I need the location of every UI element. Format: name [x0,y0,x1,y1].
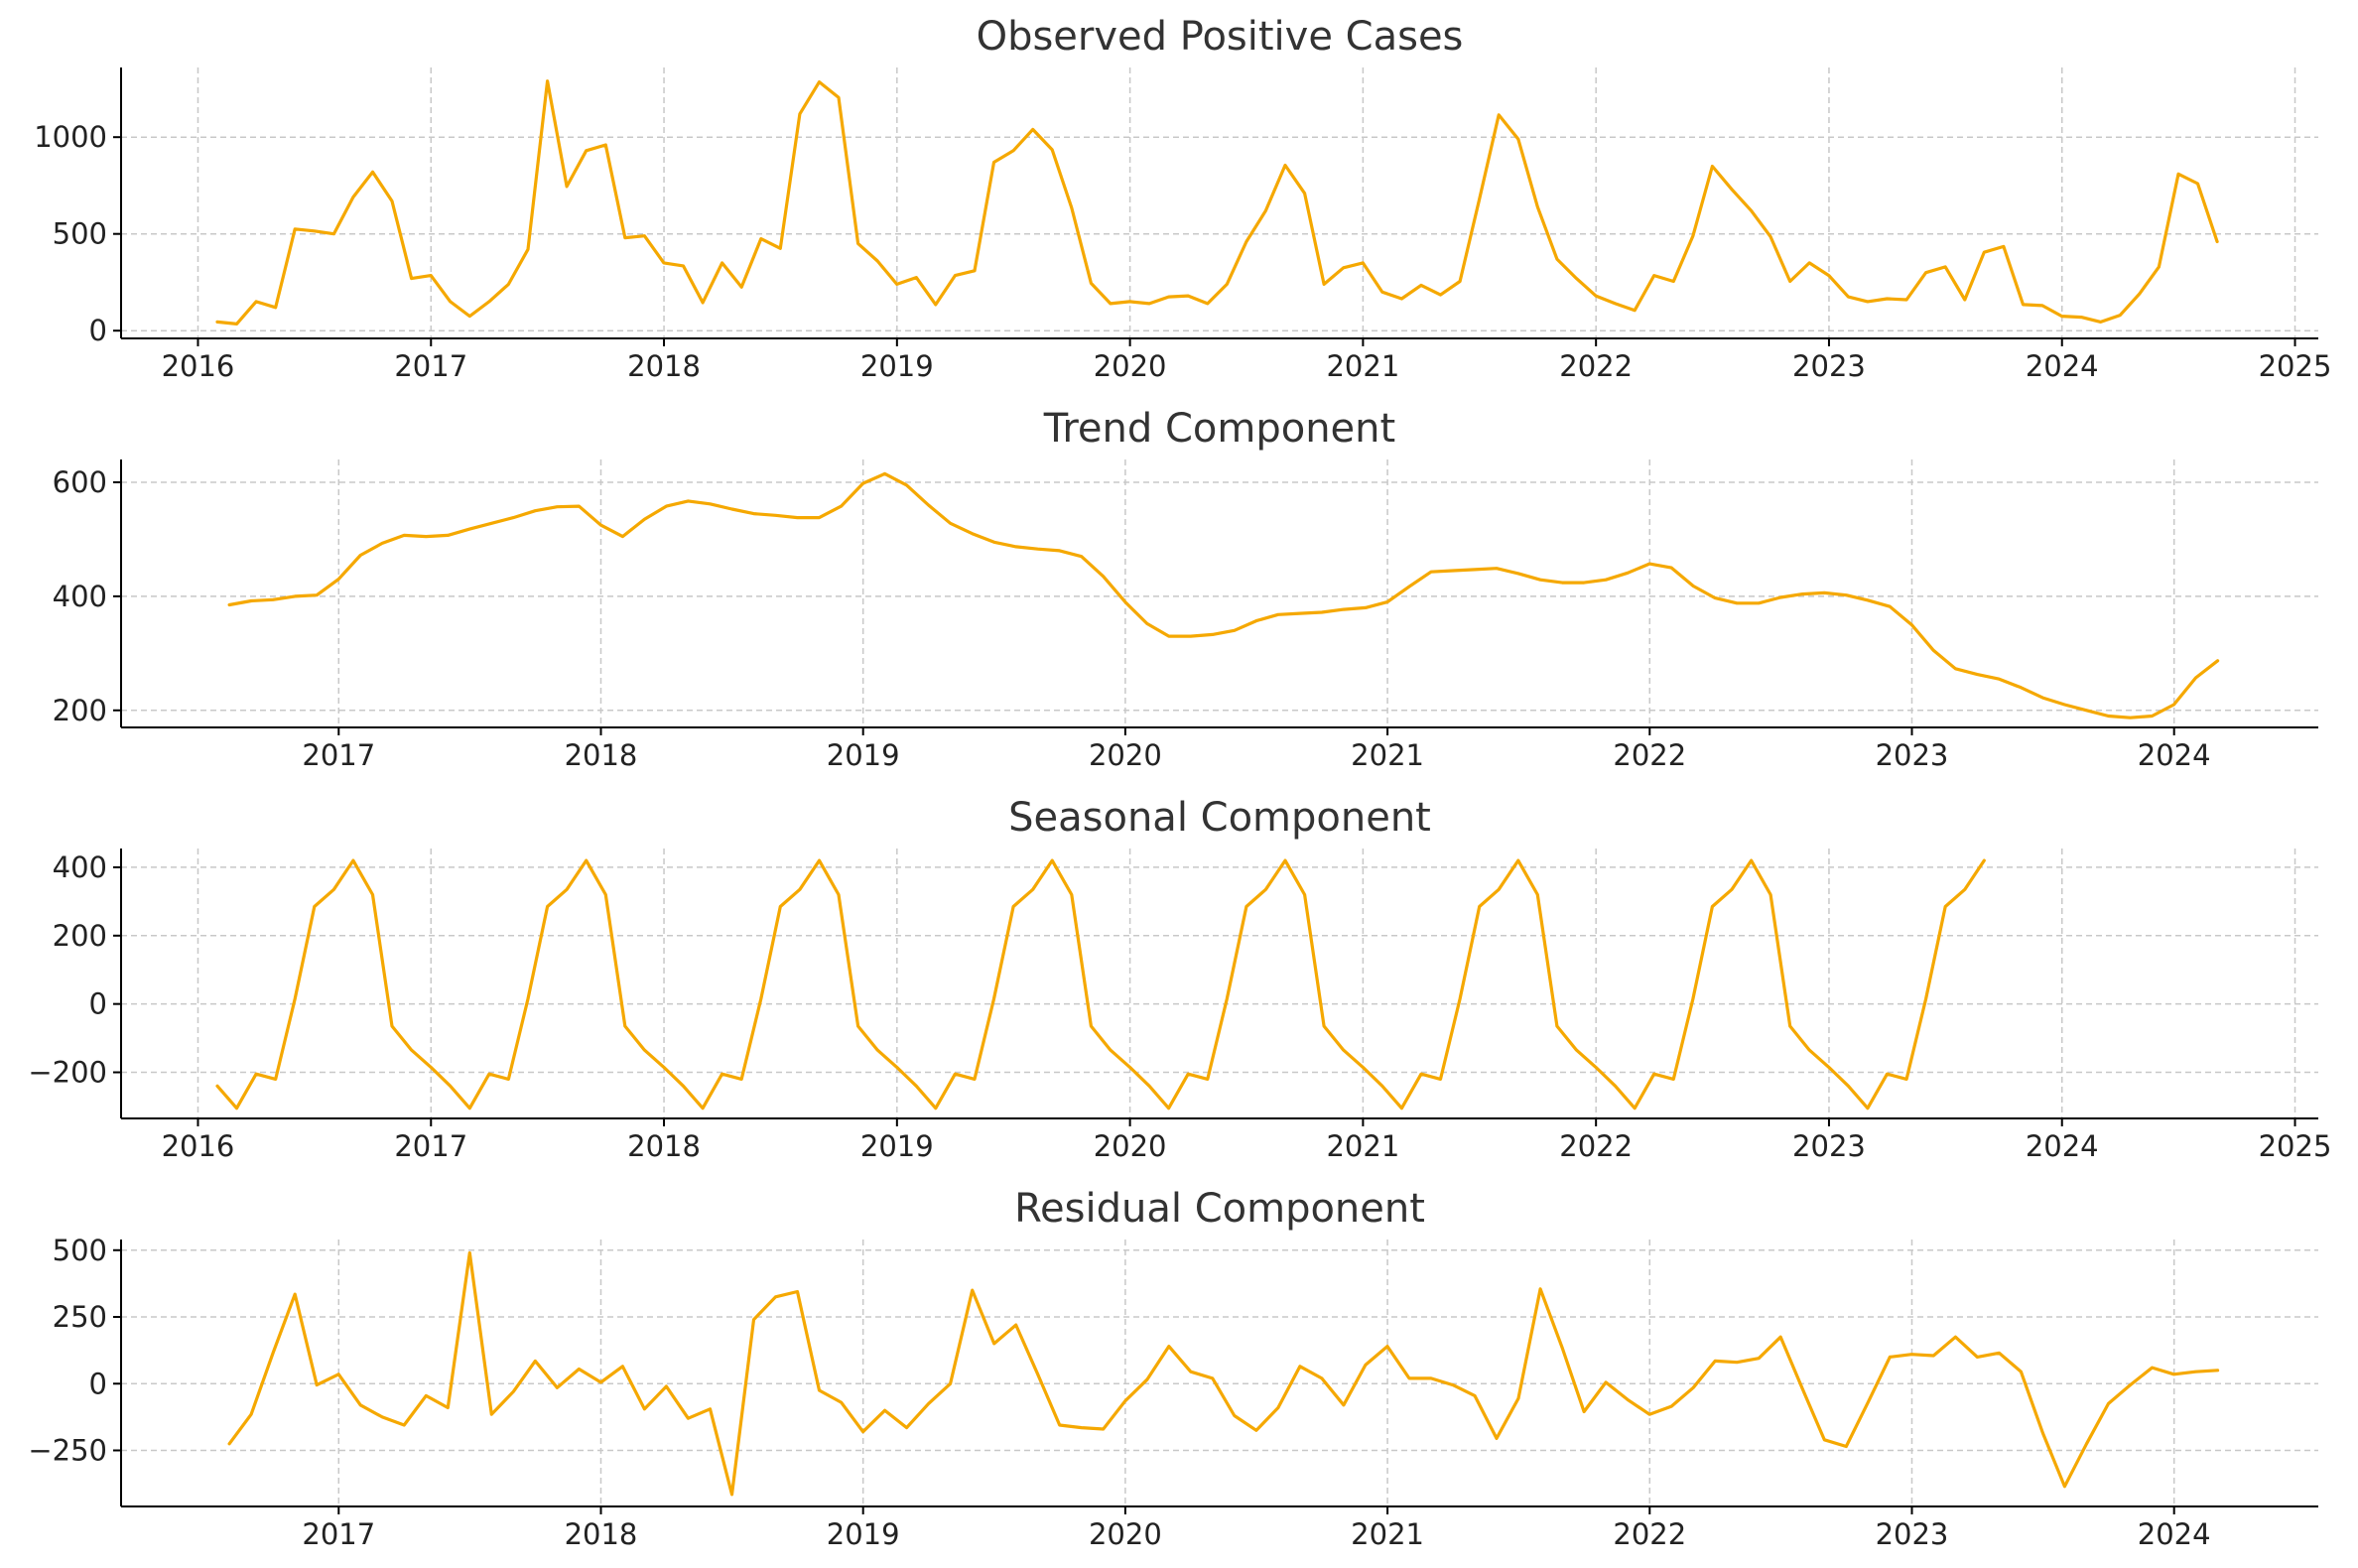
residual-panel: Residual Component 2017 2018 2019 2020 2021 20… [28,1186,2318,1551]
residual-x-tick-label: 2017 [302,1517,375,1551]
trend-x-tick-label: 2020 [1089,738,1162,772]
observed-x-tick-label: 2024 [2026,349,2099,383]
seasonal-x-tick-label: 2024 [2026,1129,2099,1163]
trend-y-tick-label: 400 [53,580,107,613]
trend-y-tick-label: 600 [53,465,107,499]
observed-x-tick-label: 2025 [2259,349,2332,383]
seasonal-x-tick-label: 2022 [1559,1129,1633,1163]
trend-y-tick-label: 200 [53,694,107,727]
trend-title: Trend Component [1043,406,1395,452]
observed-x-tick-label: 2019 [860,349,934,383]
seasonal-x-tick-label: 2018 [627,1129,701,1163]
observed-x-tick-label: 2016 [162,349,235,383]
observed-series-line [215,79,2219,326]
seasonal-y-tick-label: 200 [53,919,107,953]
trend-x-tick-label: 2024 [2138,738,2211,772]
seasonal-y-tick-label: 0 [89,987,107,1021]
trend-series-line [227,471,2220,719]
residual-y-tick-label: 500 [53,1234,107,1267]
seasonal-y-tick-label: 400 [53,850,107,884]
trend-x-tick-label: 2017 [302,738,375,772]
residual-x-tick-label: 2023 [1876,1517,1949,1551]
observed-x-tick-label: 2023 [1792,349,1866,383]
observed-x-tick-label: 2017 [394,349,467,383]
residual-x-tick-label: 2020 [1089,1517,1162,1551]
trend-panel: Trend Component 2017 2018 2019 2020 2021 2022 2… [53,406,2318,772]
residual-y-tick-label: 250 [53,1300,107,1334]
residual-x-tick-label: 2021 [1351,1517,1424,1551]
trend-x-tick-label: 2022 [1613,738,1686,772]
residual-x-tick-label: 2024 [2138,1517,2211,1551]
residual-y-tick-label: −250 [28,1434,107,1468]
observed-x-tick-label: 2022 [1559,349,1633,383]
residual-title: Residual Component [1014,1186,1425,1232]
residual-y-tick-label: 0 [89,1367,107,1400]
seasonal-x-tick-label: 2025 [2259,1129,2332,1163]
trend-x-tick-label: 2019 [827,738,900,772]
seasonal-y-tick-label: −200 [28,1056,107,1090]
seasonal-x-tick-label: 2023 [1792,1129,1866,1163]
observed-x-tick-label: 2021 [1326,349,1399,383]
seasonal-x-tick-label: 2019 [860,1129,934,1163]
seasonal-title: Seasonal Component [1008,795,1431,841]
seasonal-x-tick-label: 2020 [1094,1129,1167,1163]
observed-y-tick-label: 1000 [34,120,107,154]
trend-x-tick-label: 2021 [1351,738,1424,772]
observed-panel: Observed Positive Cases 2016 2017 2018 2019 2… [34,14,2331,383]
observed-y-tick-label: 0 [89,314,107,347]
seasonal-panel: Seasonal Component 2016 2017 2018 2019 2020 20… [28,795,2331,1163]
trend-x-tick-label: 2023 [1876,738,1949,772]
residual-x-tick-label: 2022 [1613,1517,1686,1551]
observed-x-tick-label: 2020 [1094,349,1167,383]
seasonal-series-line [215,858,1986,1111]
seasonal-x-tick-label: 2021 [1326,1129,1399,1163]
residual-series-line [227,1250,2220,1497]
residual-x-tick-label: 2019 [827,1517,900,1551]
trend-x-tick-label: 2018 [565,738,638,772]
observed-title: Observed Positive Cases [977,14,1464,60]
observed-y-tick-label: 500 [53,217,107,251]
seasonal-x-tick-label: 2017 [394,1129,467,1163]
observed-x-tick-label: 2018 [627,349,701,383]
residual-x-tick-label: 2018 [565,1517,638,1551]
seasonal-x-tick-label: 2016 [162,1129,235,1163]
